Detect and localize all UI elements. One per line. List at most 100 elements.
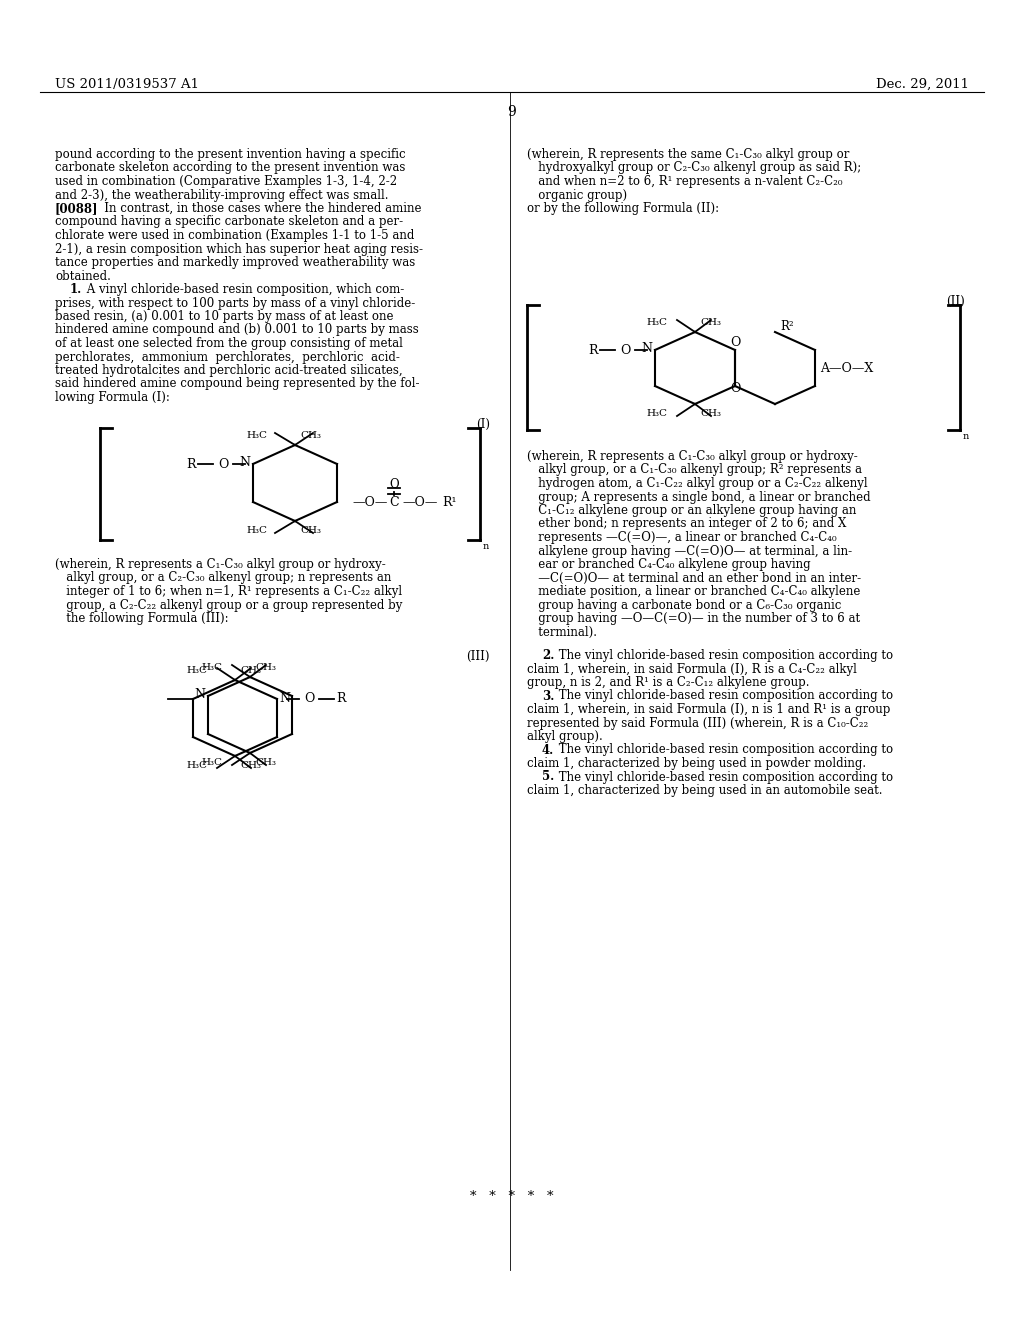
Text: claim 1, characterized by being used in powder molding.: claim 1, characterized by being used in … [527,756,866,770]
Text: H₃C: H₃C [646,318,667,327]
Text: lowing Formula (I):: lowing Formula (I): [55,391,170,404]
Text: 5.: 5. [542,771,554,784]
Text: perchlorates,  ammonium  perchlorates,  perchloric  acid-: perchlorates, ammonium perchlorates, per… [55,351,400,363]
Text: 9: 9 [508,106,516,119]
Text: 2.: 2. [542,649,554,663]
Text: CH₃: CH₃ [255,663,276,672]
Text: treated hydrotalcites and perchloric acid-treated silicates,: treated hydrotalcites and perchloric aci… [55,364,402,378]
Text: alkyl group, or a C₁-C₃₀ alkenyl group; R² represents a: alkyl group, or a C₁-C₃₀ alkenyl group; … [527,463,862,477]
Text: CH₃: CH₃ [240,667,261,675]
Text: R: R [336,693,346,705]
Text: said hindered amine compound being represented by the fol-: said hindered amine compound being repre… [55,378,420,391]
Text: A—O—X: A—O—X [820,362,873,375]
Text: group having a carbonate bond or a C₆-C₃₀ organic: group having a carbonate bond or a C₆-C₃… [527,598,842,611]
Text: prises, with respect to 100 parts by mass of a vinyl chloride-: prises, with respect to 100 parts by mas… [55,297,416,309]
Text: N: N [239,457,250,470]
Text: O: O [389,478,398,491]
Text: R¹: R¹ [442,495,457,508]
Text: The vinyl chloride-based resin composition according to: The vinyl chloride-based resin compositi… [555,771,893,784]
Text: C: C [389,495,398,508]
Text: n: n [483,543,489,550]
Text: The vinyl chloride-based resin composition according to: The vinyl chloride-based resin compositi… [555,649,893,663]
Text: 2-1), a resin composition which has superior heat aging resis-: 2-1), a resin composition which has supe… [55,243,423,256]
Text: C₁-C₁₂ alkylene group or an alkylene group having an: C₁-C₁₂ alkylene group or an alkylene gro… [527,504,856,517]
Text: tance properties and markedly improved weatherability was: tance properties and markedly improved w… [55,256,416,269]
Text: —O—: —O— [402,495,437,508]
Text: group, a C₂-C₂₂ alkenyl group or a group represented by: group, a C₂-C₂₂ alkenyl group or a group… [55,598,402,611]
Text: H₃C: H₃C [201,663,222,672]
Text: mediate position, a linear or branched C₄-C₄₀ alkylene: mediate position, a linear or branched C… [527,585,860,598]
Text: alkyl group).: alkyl group). [527,730,603,743]
Text: used in combination (Comparative Examples 1-3, 1-4, 2-2: used in combination (Comparative Example… [55,176,397,187]
Text: [0088]: [0088] [55,202,98,215]
Text: O: O [218,458,228,470]
Text: 4.: 4. [542,743,554,756]
Text: R: R [588,343,598,356]
Text: O: O [620,343,630,356]
Text: obtained.: obtained. [55,269,111,282]
Text: ether bond; n represents an integer of 2 to 6; and X: ether bond; n represents an integer of 2… [527,517,847,531]
Text: represented by said Formula (III) (wherein, R is a C₁₀-C₂₂: represented by said Formula (III) (where… [527,717,868,730]
Text: the following Formula (III):: the following Formula (III): [55,612,228,624]
Text: N: N [641,342,652,355]
Text: alkyl group, or a C₂-C₃₀ alkenyl group; n represents an: alkyl group, or a C₂-C₃₀ alkenyl group; … [55,572,391,585]
Text: (wherein, R represents a C₁-C₃₀ alkyl group or hydroxy-: (wherein, R represents a C₁-C₃₀ alkyl gr… [55,558,386,572]
Text: hindered amine compound and (b) 0.001 to 10 parts by mass: hindered amine compound and (b) 0.001 to… [55,323,419,337]
Text: represents —C(=O)—, a linear or branched C₄-C₄₀: represents —C(=O)—, a linear or branched… [527,531,837,544]
Text: R²: R² [780,319,794,333]
Text: The vinyl chloride-based resin composition according to: The vinyl chloride-based resin compositi… [555,689,893,702]
Text: H₃C: H₃C [186,667,207,675]
Text: pound according to the present invention having a specific: pound according to the present invention… [55,148,406,161]
Text: organic group): organic group) [527,189,627,202]
Text: H₃C: H₃C [246,432,267,440]
Text: In contrast, in those cases where the hindered amine: In contrast, in those cases where the hi… [93,202,422,215]
Text: US 2011/0319537 A1: US 2011/0319537 A1 [55,78,199,91]
Text: CH₃: CH₃ [255,758,276,767]
Text: compound having a specific carbonate skeleton and a per-: compound having a specific carbonate ske… [55,215,403,228]
Text: n: n [963,432,970,441]
Text: CH₃: CH₃ [300,432,321,440]
Text: claim 1, wherein, in said Formula (I), R is a C₄-C₂₂ alkyl: claim 1, wherein, in said Formula (I), R… [527,663,857,676]
Text: (I): (I) [476,418,490,432]
Text: claim 1, wherein, in said Formula (I), n is 1 and R¹ is a group: claim 1, wherein, in said Formula (I), n… [527,704,891,715]
Text: integer of 1 to 6; when n=1, R¹ represents a C₁-C₂₂ alkyl: integer of 1 to 6; when n=1, R¹ represen… [55,585,402,598]
Text: H₃C: H₃C [646,409,667,418]
Text: (II): (II) [946,294,965,308]
Text: 3.: 3. [542,689,554,702]
Text: —C(=O)O— at terminal and an ether bond in an inter-: —C(=O)O— at terminal and an ether bond i… [527,572,861,585]
Text: terminal).: terminal). [527,626,597,639]
Text: and when n=2 to 6, R¹ represents a n-valent C₂-C₂₀: and when n=2 to 6, R¹ represents a n-val… [527,176,843,187]
Text: A vinyl chloride-based resin composition, which com-: A vinyl chloride-based resin composition… [83,282,404,296]
Text: alkylene group having —C(=O)O— at terminal, a lin-: alkylene group having —C(=O)O— at termin… [527,544,852,557]
Text: chlorate were used in combination (Examples 1-1 to 1-5 and: chlorate were used in combination (Examp… [55,228,415,242]
Text: *   *   *   *   *: * * * * * [470,1191,554,1203]
Text: H₃C: H₃C [246,525,267,535]
Text: CH₃: CH₃ [240,762,261,770]
Text: CH₃: CH₃ [300,525,321,535]
Text: —O—: —O— [352,495,387,508]
Text: carbonate skeleton according to the present invention was: carbonate skeleton according to the pres… [55,161,406,174]
Text: O: O [730,335,740,348]
Text: (wherein, R represents a C₁-C₃₀ alkyl group or hydroxy-: (wherein, R represents a C₁-C₃₀ alkyl gr… [527,450,858,463]
Text: N: N [194,689,205,701]
Text: Dec. 29, 2011: Dec. 29, 2011 [876,78,969,91]
Text: H₃C: H₃C [201,758,222,767]
Text: group; A represents a single bond, a linear or branched: group; A represents a single bond, a lin… [527,491,870,503]
Text: group, n is 2, and R¹ is a C₂-C₁₂ alkylene group.: group, n is 2, and R¹ is a C₂-C₁₂ alkyle… [527,676,810,689]
Text: based resin, (a) 0.001 to 10 parts by mass of at least one: based resin, (a) 0.001 to 10 parts by ma… [55,310,393,323]
Text: 1.: 1. [70,282,82,296]
Text: R: R [186,458,196,470]
Text: (III): (III) [467,649,490,663]
Text: or by the following Formula (II):: or by the following Formula (II): [527,202,719,215]
Text: CH₃: CH₃ [700,318,721,327]
Text: O: O [304,693,314,705]
Text: N: N [279,692,290,705]
Text: claim 1, characterized by being used in an automobile seat.: claim 1, characterized by being used in … [527,784,883,797]
Text: and 2-3), the weatherability-improving effect was small.: and 2-3), the weatherability-improving e… [55,189,388,202]
Text: CH₃: CH₃ [700,409,721,418]
Text: H₃C: H₃C [186,762,207,770]
Text: ear or branched C₄-C₄₀ alkylene group having: ear or branched C₄-C₄₀ alkylene group ha… [527,558,811,572]
Text: hydrogen atom, a C₁-C₂₂ alkyl group or a C₂-C₂₂ alkenyl: hydrogen atom, a C₁-C₂₂ alkyl group or a… [527,477,867,490]
Text: (wherein, R represents the same C₁-C₃₀ alkyl group or: (wherein, R represents the same C₁-C₃₀ a… [527,148,849,161]
Text: of at least one selected from the group consisting of metal: of at least one selected from the group … [55,337,402,350]
